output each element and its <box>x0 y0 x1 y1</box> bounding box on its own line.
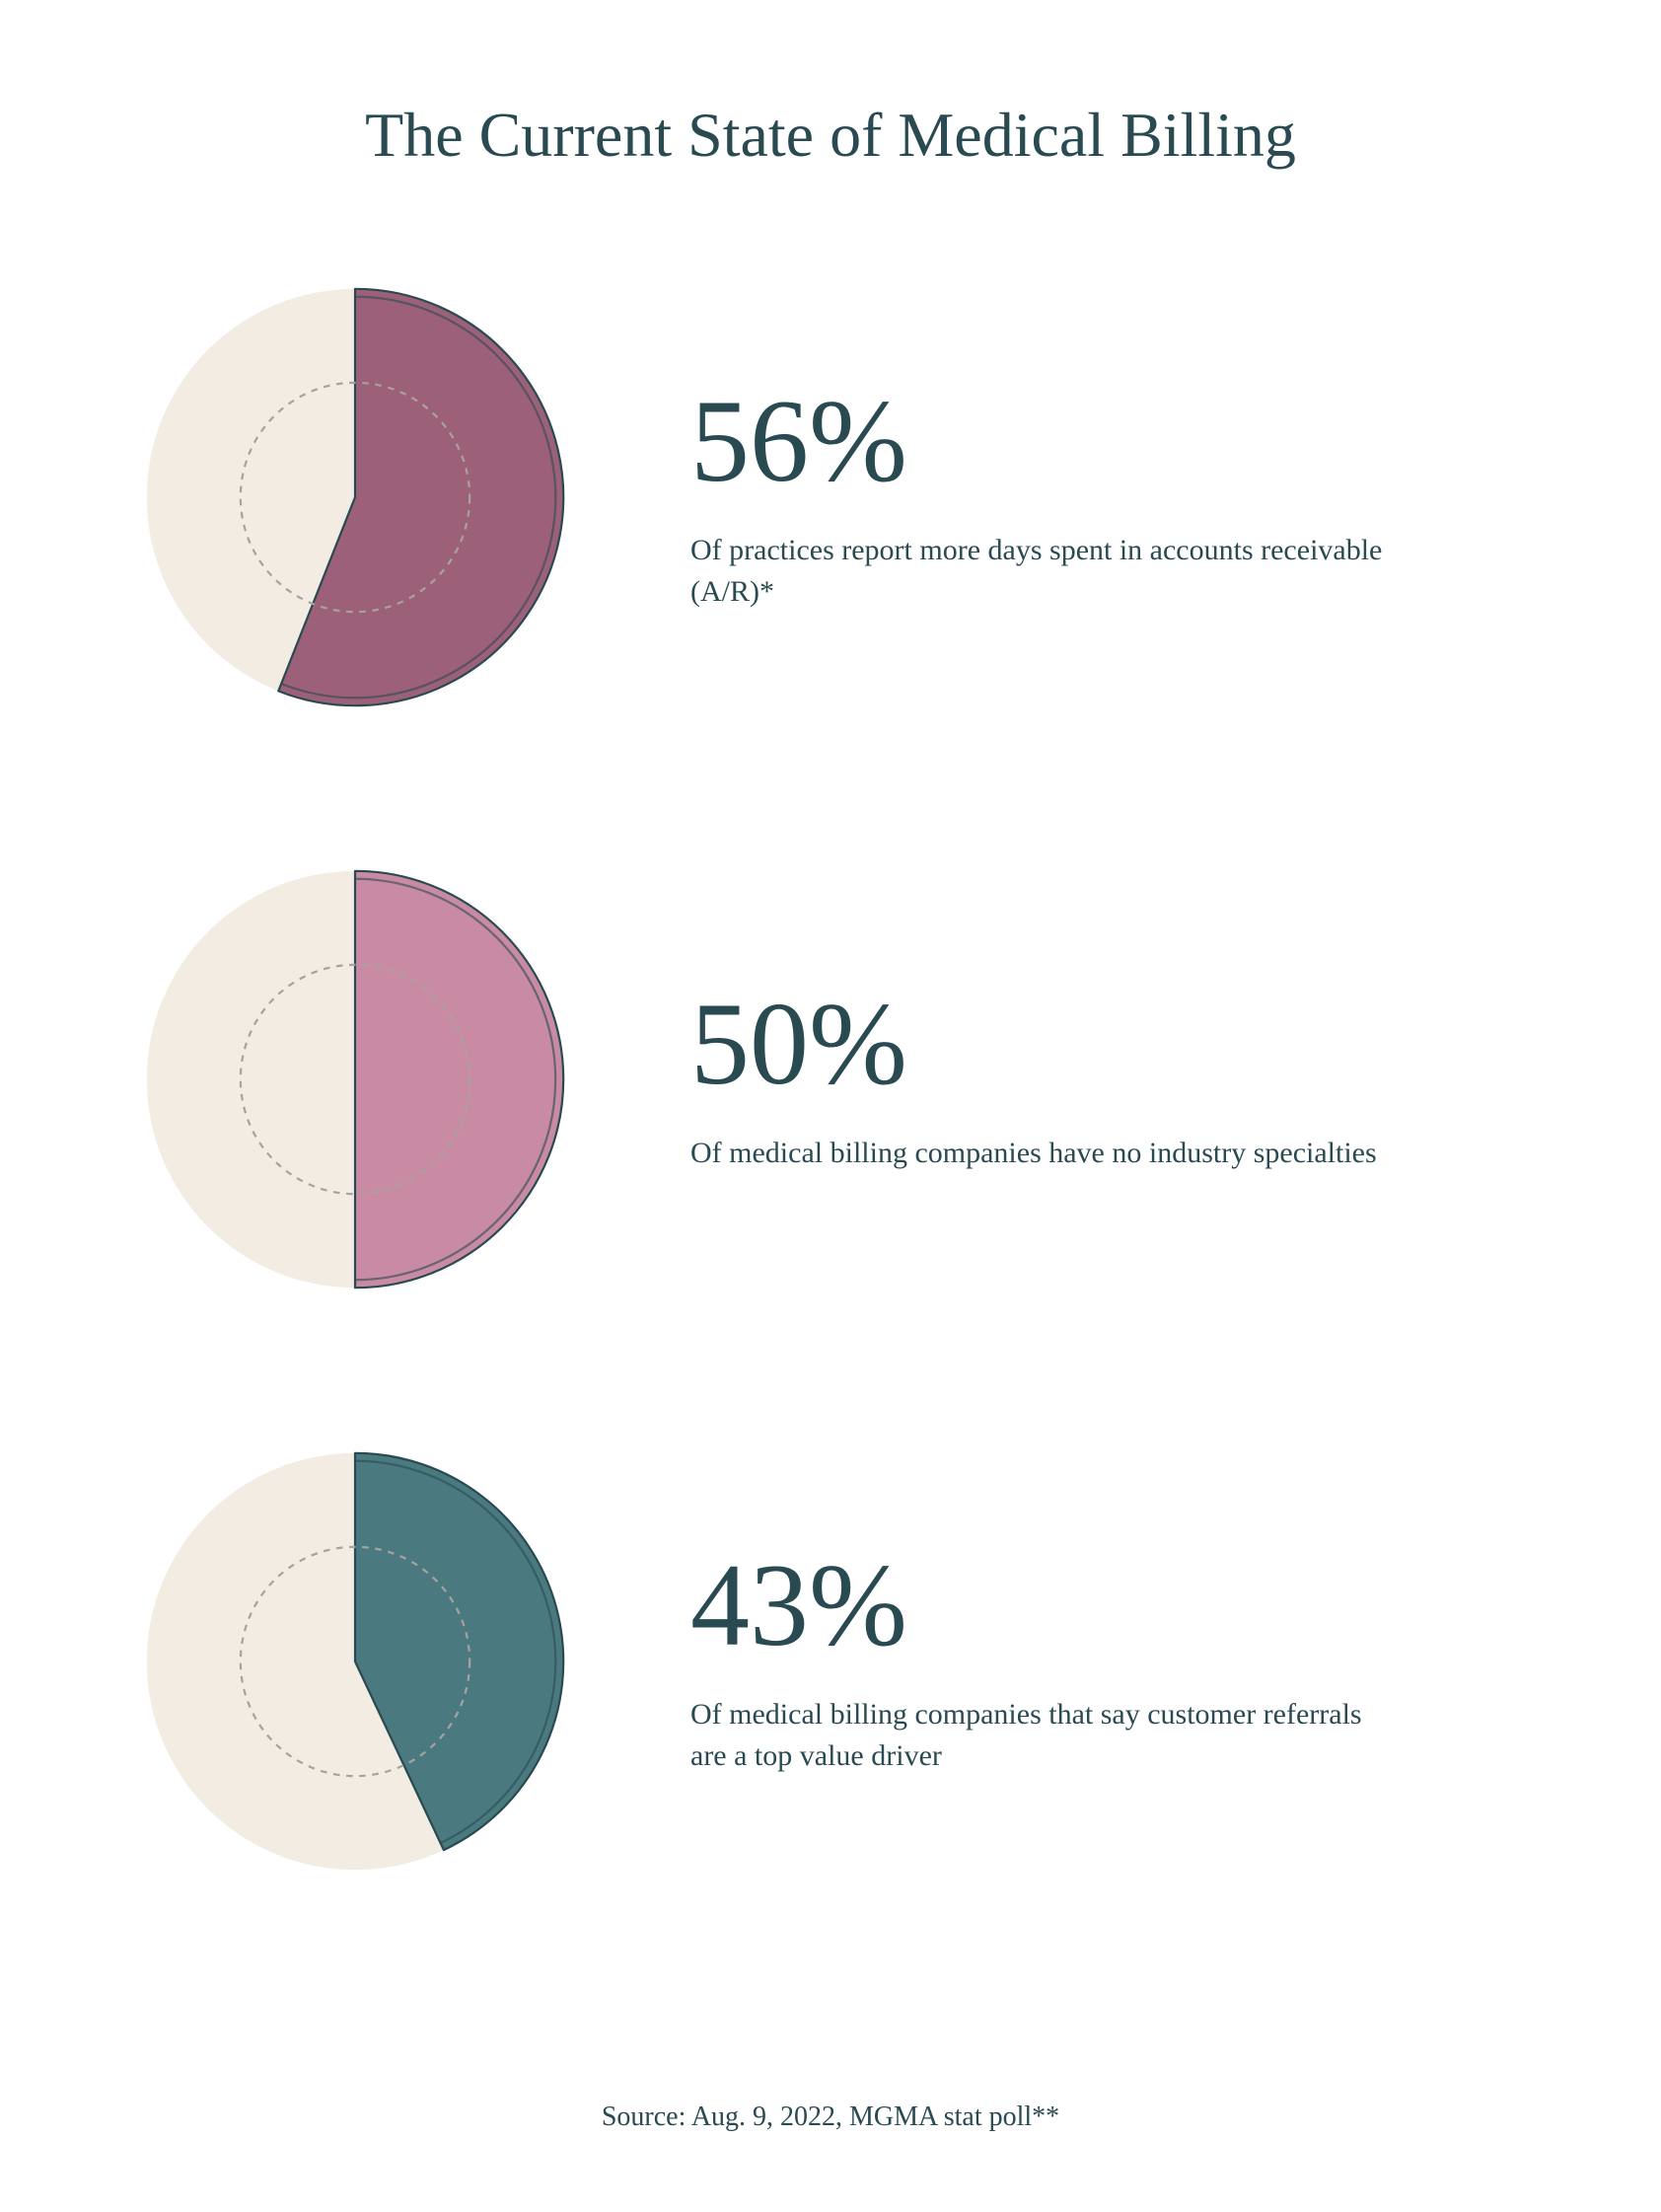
stat-text: 56% Of practices report more days spent … <box>690 382 1523 613</box>
pie-chart-0 <box>138 280 572 714</box>
infographic-page: The Current State of Medical Billing 56%… <box>0 0 1661 2212</box>
pie-chart-1 <box>138 862 572 1296</box>
pie-svg <box>138 280 572 714</box>
pie-svg <box>138 1444 572 1879</box>
stat-percent: 56% <box>690 382 1523 500</box>
stat-description: Of medical billing companies that say cu… <box>690 1694 1401 1777</box>
stat-row: 56% Of practices report more days spent … <box>138 280 1523 714</box>
stat-percent: 50% <box>690 985 1523 1103</box>
stat-row: 50% Of medical billing companies have no… <box>138 862 1523 1296</box>
source-line: Source: Aug. 9, 2022, MGMA stat poll** <box>138 2101 1523 2133</box>
stat-text: 50% Of medical billing companies have no… <box>690 985 1523 1174</box>
page-title: The Current State of Medical Billing <box>138 99 1523 172</box>
stat-text: 43% Of medical billing companies that sa… <box>690 1546 1523 1777</box>
pie-svg <box>138 862 572 1296</box>
stat-rows: 56% Of practices report more days spent … <box>138 280 1523 2042</box>
stat-percent: 43% <box>690 1546 1523 1664</box>
stat-description: Of practices report more days spent in a… <box>690 530 1401 613</box>
stat-row: 43% Of medical billing companies that sa… <box>138 1444 1523 1879</box>
stat-description: Of medical billing companies have no ind… <box>690 1133 1401 1174</box>
pie-chart-2 <box>138 1444 572 1879</box>
